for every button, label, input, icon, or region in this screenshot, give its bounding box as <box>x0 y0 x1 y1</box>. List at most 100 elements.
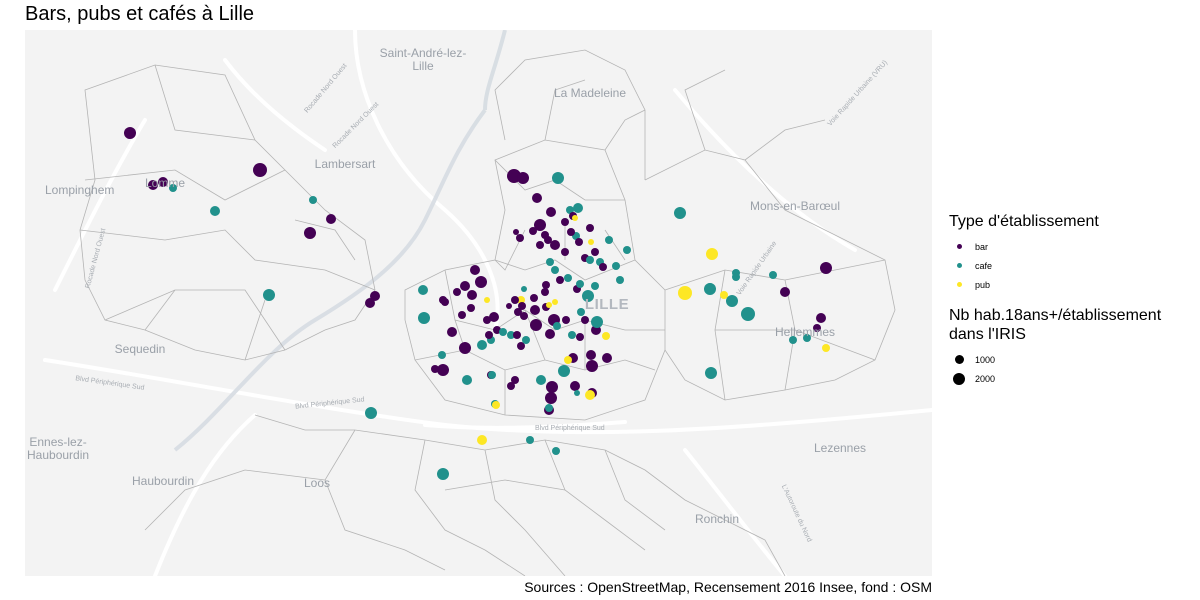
establishment-markers[interactable] <box>124 127 832 480</box>
cafe-marker[interactable] <box>462 375 472 385</box>
bar-marker[interactable] <box>489 312 499 322</box>
pub-marker[interactable] <box>822 344 830 352</box>
bar-marker[interactable] <box>599 263 607 271</box>
cafe-marker[interactable] <box>309 196 317 204</box>
bar-marker[interactable] <box>534 219 546 231</box>
bar-marker[interactable] <box>431 365 439 373</box>
pub-marker[interactable] <box>564 356 572 364</box>
bar-marker[interactable] <box>470 265 480 275</box>
pub-marker[interactable] <box>492 401 500 409</box>
cafe-marker[interactable] <box>418 285 428 295</box>
bar-marker[interactable] <box>517 342 525 350</box>
bar-marker[interactable] <box>530 294 538 302</box>
cafe-marker[interactable] <box>674 207 686 219</box>
pub-marker[interactable] <box>484 297 490 303</box>
bar-marker[interactable] <box>483 316 491 324</box>
cafe-marker[interactable] <box>803 334 811 342</box>
cafe-marker[interactable] <box>365 407 377 419</box>
pub-marker[interactable] <box>602 332 610 340</box>
bar-marker[interactable] <box>546 207 556 217</box>
cafe-marker[interactable] <box>488 371 496 379</box>
bar-marker[interactable] <box>556 276 564 284</box>
cafe-marker[interactable] <box>418 312 430 324</box>
cafe-marker[interactable] <box>577 308 585 316</box>
bar-marker[interactable] <box>780 287 790 297</box>
bar-marker[interactable] <box>511 296 519 304</box>
pub-marker[interactable] <box>706 248 718 260</box>
cafe-marker[interactable] <box>789 336 797 344</box>
bar-marker[interactable] <box>467 304 475 312</box>
bar-marker[interactable] <box>514 308 522 316</box>
bar-marker[interactable] <box>124 127 136 139</box>
cafe-marker[interactable] <box>551 266 559 274</box>
cafe-marker[interactable] <box>526 436 534 444</box>
bar-marker[interactable] <box>460 281 470 291</box>
bar-marker[interactable] <box>370 291 380 301</box>
bar-marker[interactable] <box>530 319 542 331</box>
bar-marker[interactable] <box>820 262 832 274</box>
bar-marker[interactable] <box>586 224 594 232</box>
bar-marker[interactable] <box>550 240 560 250</box>
bar-marker[interactable] <box>602 353 612 363</box>
bar-marker[interactable] <box>541 288 549 296</box>
bar-marker[interactable] <box>513 229 519 235</box>
bar-marker[interactable] <box>516 234 524 242</box>
bar-marker[interactable] <box>506 303 512 309</box>
bar-marker[interactable] <box>475 276 487 288</box>
bar-marker[interactable] <box>467 290 477 300</box>
cafe-marker[interactable] <box>568 331 576 339</box>
bar-marker[interactable] <box>545 392 557 404</box>
cafe-marker[interactable] <box>582 290 594 302</box>
cafe-marker[interactable] <box>623 246 631 254</box>
cafe-marker[interactable] <box>545 404 553 412</box>
bar-marker[interactable] <box>591 248 599 256</box>
bar-marker[interactable] <box>544 236 552 244</box>
cafe-marker[interactable] <box>612 262 620 270</box>
bar-marker[interactable] <box>513 331 521 339</box>
bar-marker[interactable] <box>586 350 596 360</box>
bar-marker[interactable] <box>536 241 544 249</box>
bar-marker[interactable] <box>485 331 493 339</box>
bar-marker[interactable] <box>576 333 584 341</box>
cafe-marker[interactable] <box>705 367 717 379</box>
cafe-marker[interactable] <box>564 274 572 282</box>
cafe-marker[interactable] <box>552 447 560 455</box>
bar-marker[interactable] <box>581 316 589 324</box>
pub-marker[interactable] <box>477 435 487 445</box>
pub-marker[interactable] <box>552 299 558 305</box>
bar-marker[interactable] <box>365 298 375 308</box>
bar-marker[interactable] <box>561 218 569 226</box>
cafe-marker[interactable] <box>552 172 564 184</box>
cafe-marker[interactable] <box>553 322 561 330</box>
pub-marker[interactable] <box>546 302 552 308</box>
pub-marker[interactable] <box>588 239 594 245</box>
cafe-marker[interactable] <box>566 206 574 214</box>
cafe-marker[interactable] <box>263 289 275 301</box>
bar-marker[interactable] <box>532 193 542 203</box>
cafe-marker[interactable] <box>591 282 599 290</box>
bar-marker[interactable] <box>542 281 550 289</box>
map-canvas[interactable] <box>25 30 932 576</box>
bar-marker[interactable] <box>520 312 528 320</box>
bar-marker[interactable] <box>148 180 158 190</box>
cafe-marker[interactable] <box>210 206 220 216</box>
bar-marker[interactable] <box>437 364 449 376</box>
bar-marker[interactable] <box>441 298 449 306</box>
pub-marker[interactable] <box>678 286 692 300</box>
bar-marker[interactable] <box>507 382 515 390</box>
bar-marker[interactable] <box>567 228 575 236</box>
bar-marker[interactable] <box>813 324 821 332</box>
bar-marker[interactable] <box>326 214 336 224</box>
cafe-marker[interactable] <box>521 286 527 292</box>
bar-marker[interactable] <box>517 172 529 184</box>
cafe-marker[interactable] <box>573 203 583 213</box>
bar-marker[interactable] <box>546 381 558 393</box>
bar-marker[interactable] <box>459 342 471 354</box>
bar-marker[interactable] <box>545 329 555 339</box>
cafe-marker[interactable] <box>741 307 755 321</box>
cafe-marker[interactable] <box>574 390 580 396</box>
bar-marker[interactable] <box>511 376 519 384</box>
bar-marker[interactable] <box>529 227 537 235</box>
cafe-marker[interactable] <box>522 336 530 344</box>
cafe-marker[interactable] <box>726 295 738 307</box>
